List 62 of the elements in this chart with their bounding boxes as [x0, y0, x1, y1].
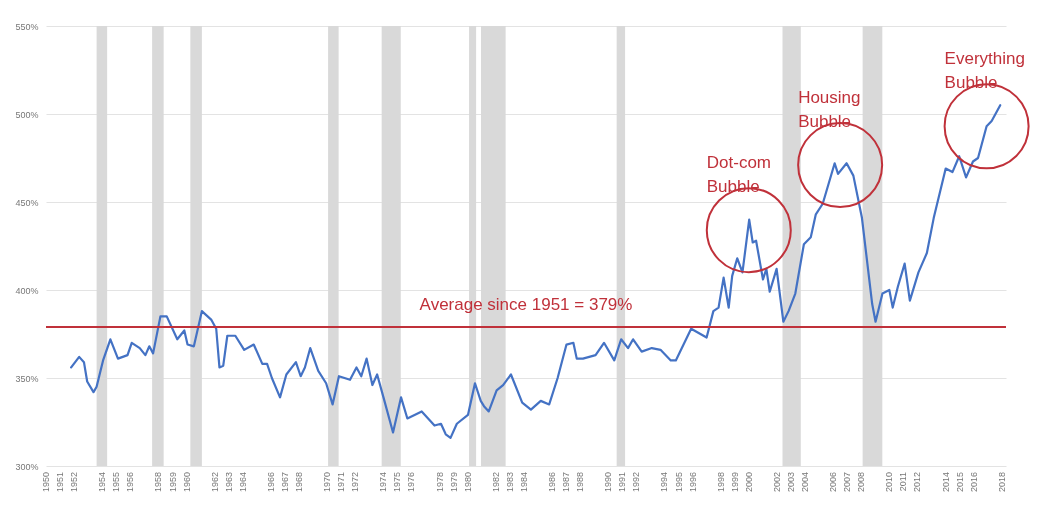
x-tick-label: 1972	[350, 472, 361, 493]
x-tick-label: 2011	[898, 472, 909, 492]
x-tick-label: 1992	[631, 472, 642, 493]
x-tick-label: 2002	[771, 472, 782, 493]
x-tick-label: 1964	[237, 472, 248, 493]
x-tick-label: 2007	[842, 472, 853, 493]
x-tick-label: 1967	[279, 472, 290, 493]
x-tick-label: 2012	[912, 472, 923, 493]
x-tick-label: 2015	[954, 472, 965, 493]
y-tick-label: 350%	[15, 373, 39, 384]
x-tick-label: 1950	[41, 472, 51, 493]
x-tick-label: 1988	[575, 472, 586, 493]
x-tick-label: 1980	[462, 472, 473, 493]
x-tick-label: 1990	[603, 472, 614, 493]
y-tick-label: 300%	[15, 461, 39, 472]
y-tick-label: 450%	[15, 197, 39, 208]
y-tick-label: 500%	[15, 109, 39, 120]
x-tick-label: 1952	[69, 472, 80, 493]
annotation: Everything Bubble	[944, 49, 1025, 93]
y-tick-label: 550%	[15, 21, 39, 32]
x-tick-label: 1986	[547, 472, 557, 493]
x-tick-label: 1956	[125, 472, 136, 493]
x-tick-label: 1996	[687, 472, 698, 493]
x-tick-label: 1974	[378, 472, 389, 493]
x-tick-label: 1979	[448, 472, 459, 493]
x-tick-label: 1978	[434, 472, 445, 493]
x-tick-label: 1958	[153, 472, 164, 493]
x-tick-label: 2000	[743, 472, 754, 493]
annotation: Housing Bubble	[798, 88, 861, 132]
x-tick-label: 1963	[223, 472, 234, 493]
ref-line-label: Average since 1951 = 379%	[419, 294, 633, 314]
x-tick-label: 1955	[111, 472, 122, 493]
x-tick-label: 1971	[336, 472, 347, 493]
x-tick-label: 1970	[322, 472, 333, 493]
y-tick-label: 400%	[15, 285, 39, 296]
x-tick-label: 1966	[265, 472, 276, 493]
x-tick-label: 1962	[209, 472, 220, 493]
x-tick-label: 1975	[392, 472, 403, 493]
x-tick-label: 1983	[504, 472, 515, 493]
x-tick-label: 1976	[406, 472, 417, 493]
x-tick-label: 2010	[884, 472, 895, 493]
x-tick-label: 1994	[659, 472, 670, 493]
x-tick-label: 2004	[800, 472, 810, 493]
x-tick-label: 2014	[940, 472, 951, 493]
x-tick-label: 2016	[968, 472, 979, 493]
x-tick-label: 1951	[55, 472, 66, 493]
x-tick-label: 2006	[828, 472, 839, 493]
x-tick-label: 1991	[617, 472, 628, 493]
x-tick-label: 2008	[856, 472, 867, 493]
x-tick-label: 2003	[785, 472, 796, 493]
x-tick-label: 1999	[729, 472, 740, 493]
x-tick-label: 1959	[167, 472, 178, 493]
x-tick-label: 1998	[715, 472, 726, 493]
x-tick-label: 1954	[97, 472, 108, 493]
x-tick-label: 1987	[561, 472, 572, 493]
line-series	[70, 104, 1002, 439]
x-tick-label: 1982	[490, 472, 501, 493]
x-tick-label: 1984	[518, 472, 529, 493]
x-tick-label: 1960	[181, 472, 192, 493]
x-tick-label: 2018	[996, 472, 1007, 493]
x-tick-label: 1995	[673, 472, 684, 493]
x-tick-label: 1968	[294, 472, 304, 493]
